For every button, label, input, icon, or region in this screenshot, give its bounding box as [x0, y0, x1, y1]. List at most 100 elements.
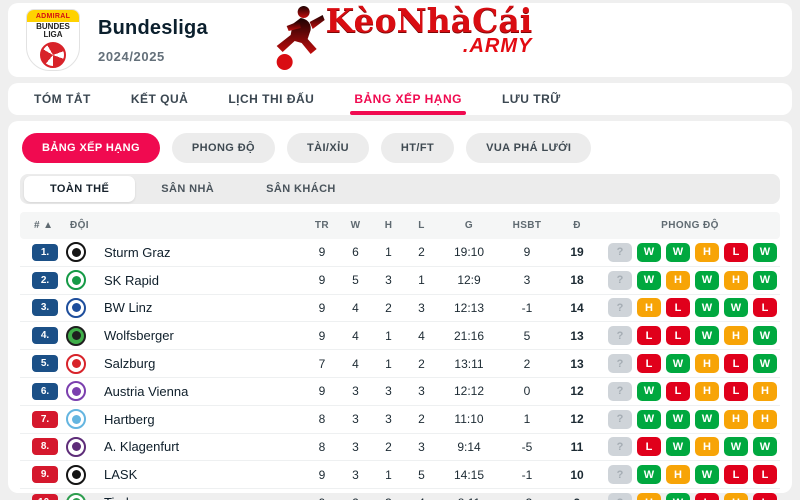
form-result-box[interactable]: W	[666, 354, 690, 374]
form-result-box[interactable]: W	[695, 465, 719, 485]
table-row[interactable]: 1. Sturm Graz 9 6 1 2 19:10 9 19 ? W W H L W	[20, 239, 780, 267]
form-result-box[interactable]: L	[695, 493, 719, 500]
form-result-box[interactable]: W	[724, 437, 748, 457]
column-points[interactable]: Đ	[573, 220, 581, 231]
unknown-form-icon[interactable]: ?	[608, 298, 632, 318]
subtab[interactable]: TÀI/XỈU	[287, 133, 369, 163]
column-draws[interactable]: H	[384, 220, 393, 231]
subtab[interactable]: BẢNG XẾP HẠNG	[22, 133, 160, 163]
form-result-box[interactable]: L	[637, 326, 661, 346]
form-result-box[interactable]: W	[724, 298, 748, 318]
form-result-box[interactable]: L	[637, 437, 661, 457]
form-result-box[interactable]: H	[724, 493, 748, 500]
team-name[interactable]: A. Klagenfurt	[104, 439, 180, 455]
table-row[interactable]: 6. Austria Vienna 9 3 3 3 12:12 0 12 ? W L…	[20, 378, 780, 406]
column-goal-diff[interactable]: HSBT	[512, 220, 542, 231]
team-name[interactable]: Tirol	[100, 495, 305, 500]
form-result-box[interactable]: L	[724, 381, 748, 401]
form-result-box[interactable]: L	[724, 354, 748, 374]
table-row[interactable]: 9. LASK 9 3 1 5 14:15 -1 10 ? W H W L L	[20, 461, 780, 490]
form-result-box[interactable]: W	[753, 354, 777, 374]
unknown-form-icon[interactable]: ?	[608, 354, 632, 374]
team-name[interactable]: Wolfsberger	[104, 328, 174, 344]
team-name[interactable]: SK Rapid	[104, 272, 159, 288]
form-result-box[interactable]: L	[666, 381, 690, 401]
form-result-box[interactable]: H	[695, 381, 719, 401]
team-name[interactable]: Hartberg	[104, 411, 155, 427]
form-result-box[interactable]: H	[666, 465, 690, 485]
table-row[interactable]: 10. Tirol 9 2 3 4 8:11 -3 9 ?HWLHL	[20, 489, 780, 500]
form-result-box[interactable]: H	[666, 270, 690, 290]
team-name[interactable]: Austria Vienna	[104, 383, 189, 399]
form-result-box[interactable]: W	[637, 270, 661, 290]
unknown-form-icon[interactable]: ?	[608, 326, 632, 346]
form-result-box[interactable]: W	[637, 242, 661, 262]
form-result-box[interactable]: L	[637, 354, 661, 374]
subtab[interactable]: VUA PHÁ LƯỚI	[466, 133, 592, 163]
form-result-box[interactable]: W	[753, 242, 777, 262]
form-result-box[interactable]: H	[695, 242, 719, 262]
form-result-box[interactable]: H	[753, 381, 777, 401]
scope-tab[interactable]: SÂN NHÀ	[161, 183, 215, 195]
form-result-box[interactable]: L	[724, 242, 748, 262]
form-result-box[interactable]: W	[637, 381, 661, 401]
column-form[interactable]: PHONG ĐỘ	[661, 220, 719, 231]
form-result-box[interactable]: H	[695, 437, 719, 457]
scope-tab[interactable]: TOÀN THỂ	[24, 176, 136, 202]
unknown-form-icon[interactable]: ?	[608, 465, 632, 485]
team-name[interactable]: Salzburg	[104, 356, 156, 372]
unknown-form-icon[interactable]: ?	[608, 270, 632, 290]
form-result-box[interactable]: W	[666, 409, 690, 429]
nav-tab[interactable]: BẢNG XẾP HẠNG	[350, 83, 466, 115]
team-name[interactable]: LASK	[104, 467, 138, 483]
column-team[interactable]: ĐỘI	[70, 220, 89, 231]
table-row[interactable]: 2. SK Rapid 9 5 3 1 12:9 3 18 ? W H W H W	[20, 267, 780, 295]
form-result-box[interactable]: H	[724, 409, 748, 429]
column-goals[interactable]: G	[464, 220, 474, 231]
form-result-box[interactable]: L	[666, 326, 690, 346]
form-result-box[interactable]: W	[666, 242, 690, 262]
form-result-box[interactable]: W	[695, 270, 719, 290]
form-result-box[interactable]: H	[637, 298, 661, 318]
unknown-form-icon[interactable]: ?	[608, 242, 632, 262]
column-losses[interactable]: L	[418, 220, 425, 231]
form-result-box[interactable]: W	[753, 437, 777, 457]
form-result-box[interactable]: H	[724, 270, 748, 290]
table-row[interactable]: 3. BW Linz 9 4 2 3 12:13 -1 14 ? H L W W L	[20, 295, 780, 323]
team-name[interactable]: Sturm Graz	[104, 244, 171, 260]
form-result-box[interactable]: W	[637, 465, 661, 485]
form-result-box[interactable]: L	[753, 298, 777, 318]
form-result-box[interactable]: H	[753, 409, 777, 429]
table-row[interactable]: 8. A. Klagenfurt 8 3 2 3 9:14 -5 11 ? L W H…	[20, 434, 780, 462]
form-result-box[interactable]: H	[695, 354, 719, 374]
nav-tab[interactable]: TÓM TẮT	[34, 92, 91, 106]
form-result-box[interactable]: W	[695, 326, 719, 346]
column-wins[interactable]: W	[350, 220, 361, 231]
nav-tab[interactable]: KẾT QUẢ	[130, 92, 189, 106]
form-result-box[interactable]: W	[666, 437, 690, 457]
column-played[interactable]: TR	[314, 220, 330, 231]
form-result-box[interactable]: W	[637, 409, 661, 429]
table-row[interactable]: 4. Wolfsberger 9 4 1 4 21:16 5 13 ? L L W H W	[20, 322, 780, 351]
form-result-box[interactable]: W	[695, 409, 719, 429]
subtab[interactable]: PHONG ĐỘ	[171, 133, 275, 163]
form-result-box[interactable]: L	[666, 298, 690, 318]
unknown-form-icon[interactable]: ?	[608, 381, 632, 401]
form-result-box[interactable]: W	[753, 326, 777, 346]
form-result-box[interactable]: L	[753, 465, 777, 485]
scope-tab[interactable]: SÂN KHÁCH	[266, 183, 336, 195]
table-row[interactable]: 7. Hartberg 8 3 3 2 11:10 1 12 ? W W W H H	[20, 406, 780, 434]
form-result-box[interactable]: W	[666, 493, 690, 500]
form-result-box[interactable]: H	[724, 326, 748, 346]
form-result-box[interactable]: L	[753, 493, 777, 500]
unknown-form-icon[interactable]: ?	[608, 493, 632, 500]
form-result-box[interactable]: H	[637, 493, 661, 500]
nav-tab[interactable]: LƯU TRỮ	[501, 92, 561, 106]
nav-tab[interactable]: LỊCH THI ĐẤU	[228, 92, 315, 106]
unknown-form-icon[interactable]: ?	[608, 409, 632, 429]
unknown-form-icon[interactable]: ?	[608, 437, 632, 457]
table-row[interactable]: 5. Salzburg 7 4 1 2 13:11 2 13 ? L W H L W	[20, 350, 780, 378]
team-name[interactable]: BW Linz	[104, 300, 153, 316]
form-result-box[interactable]: W	[695, 298, 719, 318]
subtab[interactable]: HT/FT	[380, 133, 455, 163]
